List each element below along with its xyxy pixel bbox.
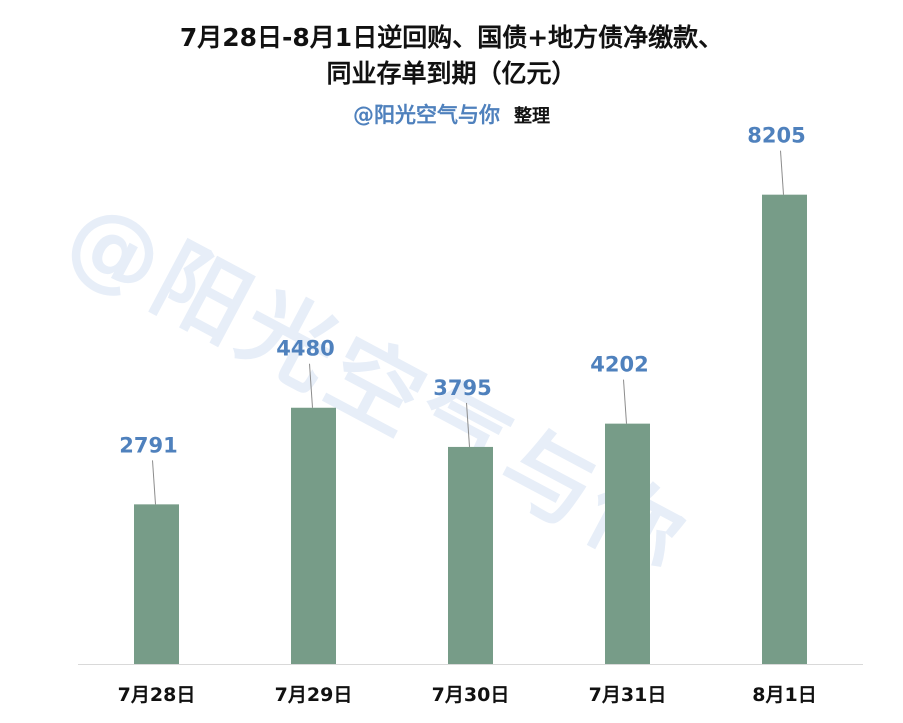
chart-subtitle: @阳光空气与你 整理 xyxy=(0,100,903,132)
chart-title-line-2: 同业存单到期（亿元） xyxy=(326,59,577,88)
data-label-5: 8205 xyxy=(747,124,805,148)
data-label-leader-1 xyxy=(152,460,156,505)
data-label-leader-4 xyxy=(623,379,627,424)
x-tick-label-5: 8月1日 xyxy=(752,684,816,706)
chart-title-line-1: 7月28日-8月1日逆回购、国债+地方债净缴款、 xyxy=(179,23,724,52)
x-tick-label-3: 7月30日 xyxy=(432,684,510,706)
subtitle-author: @阳光空气与你 xyxy=(353,103,500,127)
data-label-4: 4202 xyxy=(590,353,648,377)
bar-5 xyxy=(762,194,807,664)
data-label-2: 4480 xyxy=(276,337,334,361)
x-tick-label-4: 7月31日 xyxy=(589,684,667,706)
subtitle-note: 整理 xyxy=(514,106,550,127)
bar-1 xyxy=(134,504,179,664)
data-label-leader-5 xyxy=(780,150,784,195)
x-tick-label-1: 7月28日 xyxy=(118,684,196,706)
data-label-leader-3 xyxy=(466,402,470,447)
data-label-1: 2791 xyxy=(119,433,177,457)
data-label-leader-2 xyxy=(309,363,313,408)
bar-4 xyxy=(605,423,650,664)
bar-3 xyxy=(448,446,493,664)
bar-2 xyxy=(291,407,336,664)
x-tick-label-2: 7月29日 xyxy=(275,684,353,706)
data-label-3: 3795 xyxy=(433,376,491,400)
